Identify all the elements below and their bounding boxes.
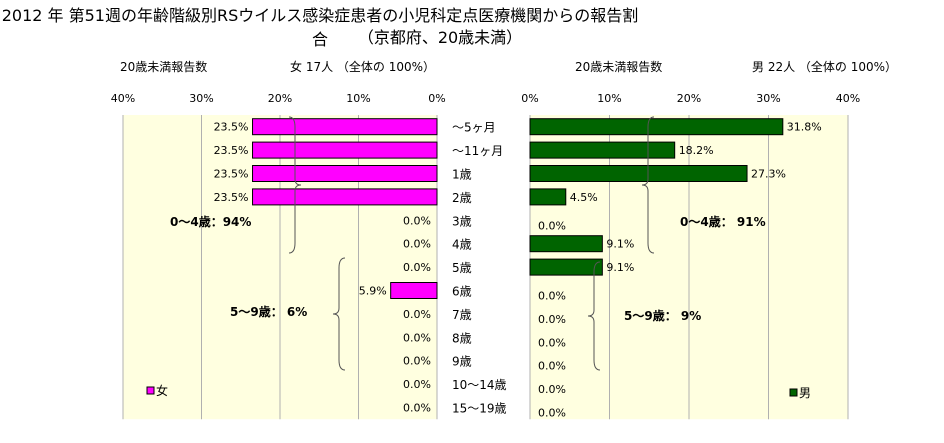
right-legend-swatch — [789, 388, 798, 397]
left-legend-swatch — [146, 386, 155, 395]
right-data-label: 31.8% — [787, 121, 822, 134]
right-bar — [529, 118, 784, 136]
right-data-label: 0.0% — [538, 290, 566, 303]
right-data-label: 0.0% — [538, 336, 566, 349]
right-total-label: 男 22人 （全体の 100%） — [752, 60, 898, 74]
left-data-label: 5.9% — [359, 285, 387, 298]
category-label: 1歳 — [452, 168, 472, 182]
left-data-label: 23.5% — [214, 121, 249, 134]
left-legend-label: 女 — [156, 383, 168, 398]
left-brace-5-9 — [332, 257, 346, 371]
category-label: ～5ヶ月 — [452, 121, 496, 135]
right-x-tick-label: 40% — [836, 92, 860, 105]
left-data-label: 0.0% — [403, 402, 431, 415]
right-data-label: 0.0% — [538, 219, 566, 232]
right-data-label: 0.0% — [538, 313, 566, 326]
left-x-tick-label: 20% — [268, 92, 292, 105]
right-legend-label: 男 — [799, 386, 811, 400]
category-label: 8歳 — [452, 331, 472, 345]
right-bar — [529, 258, 603, 276]
left-total-label: 女 17人 （全体の 100%） — [290, 60, 436, 74]
category-label: 7歳 — [452, 308, 472, 322]
left-annotation-0-4: 0～4歳：94% — [170, 214, 251, 229]
right-annotation-0-4: 0～4歳： 91% — [680, 214, 766, 229]
left-data-label: 23.5% — [214, 191, 249, 204]
chart-title: 2012 年 第51週の年齢階級別RSウイルス感染症患者の小児科定点医療機関から… — [1, 6, 639, 49]
right-data-label: 9.1% — [606, 261, 634, 274]
left-bar — [252, 141, 438, 159]
left-data-label: 0.0% — [403, 308, 431, 321]
category-label: 2歳 — [452, 191, 472, 205]
left-data-label: 0.0% — [403, 261, 431, 274]
right-data-label: 9.1% — [606, 238, 634, 251]
right-brace-5-9 — [587, 261, 601, 371]
category-label: 4歳 — [452, 238, 472, 252]
right-data-label: 4.5% — [570, 191, 598, 204]
right-x-tick-label: 0% — [521, 92, 538, 105]
left-bar — [252, 188, 438, 206]
right-brace-0-4 — [641, 116, 655, 254]
right-data-label: 18.2% — [679, 144, 714, 157]
left-data-label: 0.0% — [403, 355, 431, 368]
right-x-tick-label: 30% — [756, 92, 780, 105]
right-bar — [529, 165, 748, 182]
left-data-label: 23.5% — [214, 168, 249, 181]
right-bar — [529, 235, 603, 253]
right-data-label: 0.0% — [538, 407, 566, 420]
category-label: 9歳 — [452, 355, 472, 369]
category-label: ～11ヶ月 — [452, 144, 503, 158]
right-bar — [529, 141, 676, 159]
left-data-label: 0.0% — [403, 214, 431, 227]
right-data-label: 27.3% — [751, 168, 786, 181]
category-label: 10～14歳 — [452, 378, 507, 392]
left-data-label: 23.5% — [214, 144, 249, 157]
chart-subtitle: （京都府、20歳未満） — [357, 28, 523, 47]
left-x-tick-label: 40% — [111, 92, 135, 105]
left-brace-0-4 — [288, 116, 302, 254]
right-count-label: 20歳未満報告数 — [575, 60, 663, 74]
left-annotation-5-9: 5～9歳： 6% — [230, 304, 307, 319]
category-label: 6歳 — [452, 285, 472, 299]
right-x-tick-label: 20% — [677, 92, 701, 105]
left-x-tick-label: 10% — [346, 92, 370, 105]
left-data-label: 0.0% — [403, 238, 431, 251]
category-label: 15～19歳 — [452, 402, 507, 416]
left-x-tick-label: 30% — [189, 92, 213, 105]
right-x-tick-label: 10% — [597, 92, 621, 105]
left-count-label: 20歳未満報告数 — [120, 60, 208, 74]
left-bar — [252, 118, 438, 136]
left-data-label: 0.0% — [403, 331, 431, 344]
left-bar — [390, 282, 438, 299]
left-x-tick-label: 0% — [428, 92, 445, 105]
category-label: 5歳 — [452, 261, 472, 275]
left-data-label: 0.0% — [403, 378, 431, 391]
category-label: 3歳 — [452, 214, 472, 228]
right-data-label: 0.0% — [538, 383, 566, 396]
right-annotation-5-9: 5～9歳： 9% — [624, 308, 701, 323]
right-bar — [529, 188, 567, 206]
right-data-label: 0.0% — [538, 360, 566, 373]
left-bar — [252, 165, 438, 182]
